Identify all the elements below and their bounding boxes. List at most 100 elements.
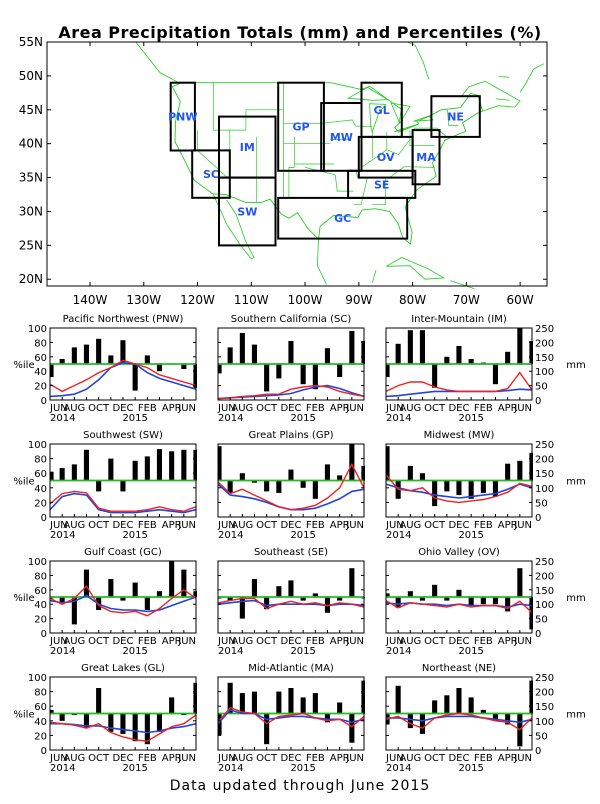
bar xyxy=(492,364,498,385)
bar xyxy=(120,597,126,601)
bar xyxy=(444,695,450,714)
bar xyxy=(492,597,498,605)
bar xyxy=(444,597,450,601)
x-year-label: 2015 xyxy=(122,646,147,657)
y-right-tick-label: 200 xyxy=(535,338,554,349)
bar xyxy=(144,597,150,610)
x-year-label: 2014 xyxy=(218,763,243,774)
x-tick-label: OCT xyxy=(424,403,446,414)
bar xyxy=(96,338,102,364)
state-border xyxy=(447,109,459,126)
region-box-sw xyxy=(218,176,277,247)
x-year-label: 2014 xyxy=(386,413,411,424)
x-tick-label: JUN xyxy=(345,753,364,764)
y-left-tick-label: 0 xyxy=(41,746,47,757)
bar xyxy=(144,456,150,481)
bar xyxy=(50,709,54,714)
panel-title: Inter-Mountain (IM) xyxy=(411,314,507,325)
bar xyxy=(181,364,187,369)
x-tick-label: AUG xyxy=(231,403,253,414)
bar xyxy=(218,446,222,481)
region-label-pnw: PNW xyxy=(168,111,197,124)
x-tick-label: JUN xyxy=(385,520,404,531)
bar xyxy=(480,597,486,605)
bar xyxy=(227,347,233,364)
y-right-tick-label: 200 xyxy=(535,571,554,582)
x-tick-label: JUN xyxy=(345,636,364,647)
lat-label: 20N xyxy=(19,272,43,286)
blue-line xyxy=(385,388,533,398)
bar xyxy=(276,364,282,379)
map-geography xyxy=(135,41,544,290)
bar xyxy=(193,591,197,597)
bar xyxy=(83,569,89,597)
x-year-label: 2014 xyxy=(218,530,243,541)
map-regions: PNW SC IM SW GP MW GL OV SE GC MA NE xyxy=(168,81,481,247)
red-line xyxy=(217,706,365,728)
bar xyxy=(59,597,65,605)
bar xyxy=(132,460,138,481)
panel-title: Great Lakes (GL) xyxy=(81,663,165,674)
region-label-gp: GP xyxy=(292,121,309,134)
panel-title: Northeast (NE) xyxy=(422,663,496,674)
state-border xyxy=(409,130,436,147)
bar xyxy=(120,480,126,492)
lon-label: 130W xyxy=(126,293,161,307)
x-tick-label: JUN xyxy=(345,403,364,414)
x-tick-label: DEC xyxy=(448,520,469,531)
region-label-sc: SC xyxy=(203,168,219,181)
x-tick-label: APR xyxy=(498,636,518,647)
x-tick-label: APR xyxy=(162,520,182,531)
region-label-ne: NE xyxy=(447,111,464,124)
state-border xyxy=(288,136,295,198)
y-left-axis-label: %ile xyxy=(13,477,34,488)
y-right-tick-label: 50 xyxy=(535,731,548,742)
bar xyxy=(169,561,175,597)
bar xyxy=(144,355,150,364)
x-tick-label: OCT xyxy=(88,520,110,531)
y-right-tick-label: 250 xyxy=(535,440,554,451)
x-tick-label: DEC xyxy=(280,636,301,647)
bar xyxy=(468,597,474,606)
red-line xyxy=(217,384,365,400)
lon-label: 110W xyxy=(234,293,269,307)
x-tick-label: DEC xyxy=(448,753,469,764)
panel-title: Southeast (SE) xyxy=(254,547,328,558)
bar xyxy=(300,364,306,385)
x-tick-label: FEB xyxy=(306,403,325,414)
lon-label: 60W xyxy=(507,293,534,307)
x-tick-label: JUN xyxy=(177,520,196,531)
coastline xyxy=(460,80,521,112)
bar xyxy=(108,579,114,597)
panel-title: Great Plains (GP) xyxy=(248,430,333,441)
x-tick-label: APR xyxy=(498,520,518,531)
y-right-tick-label: 0 xyxy=(535,746,541,757)
x-year-label: 2015 xyxy=(458,413,483,424)
x-tick-label: APR xyxy=(498,753,518,764)
y-left-tick-label: 100 xyxy=(28,557,47,568)
x-tick-label: DEC xyxy=(280,753,301,764)
x-tick-label: APR xyxy=(330,403,350,414)
coastline xyxy=(498,76,510,78)
y-right-tick-label: 0 xyxy=(535,629,541,640)
panel-title: Mid-Atlantic (MA) xyxy=(248,663,334,674)
region-box-gc xyxy=(277,196,409,240)
y-left-tick-label: 20 xyxy=(34,382,47,393)
x-year-label: 2014 xyxy=(386,646,411,657)
bar xyxy=(312,593,318,597)
y-left-tick-label: 100 xyxy=(28,673,47,684)
y-right-axis-label: mm xyxy=(566,477,585,488)
bar xyxy=(349,568,355,597)
bar xyxy=(156,449,162,481)
map-axes: 55N 50N 45N 40N 35N 30N 25N 20N 140W 130W 120W 110W… xyxy=(19,35,547,307)
x-year-label: 2014 xyxy=(50,646,75,657)
y-right-tick-label: 0 xyxy=(535,396,541,407)
region-label-mw: MW xyxy=(330,131,353,144)
y-right-tick-label: 150 xyxy=(535,353,554,364)
region-box-gp xyxy=(277,81,325,172)
x-tick-label: DEC xyxy=(280,403,301,414)
